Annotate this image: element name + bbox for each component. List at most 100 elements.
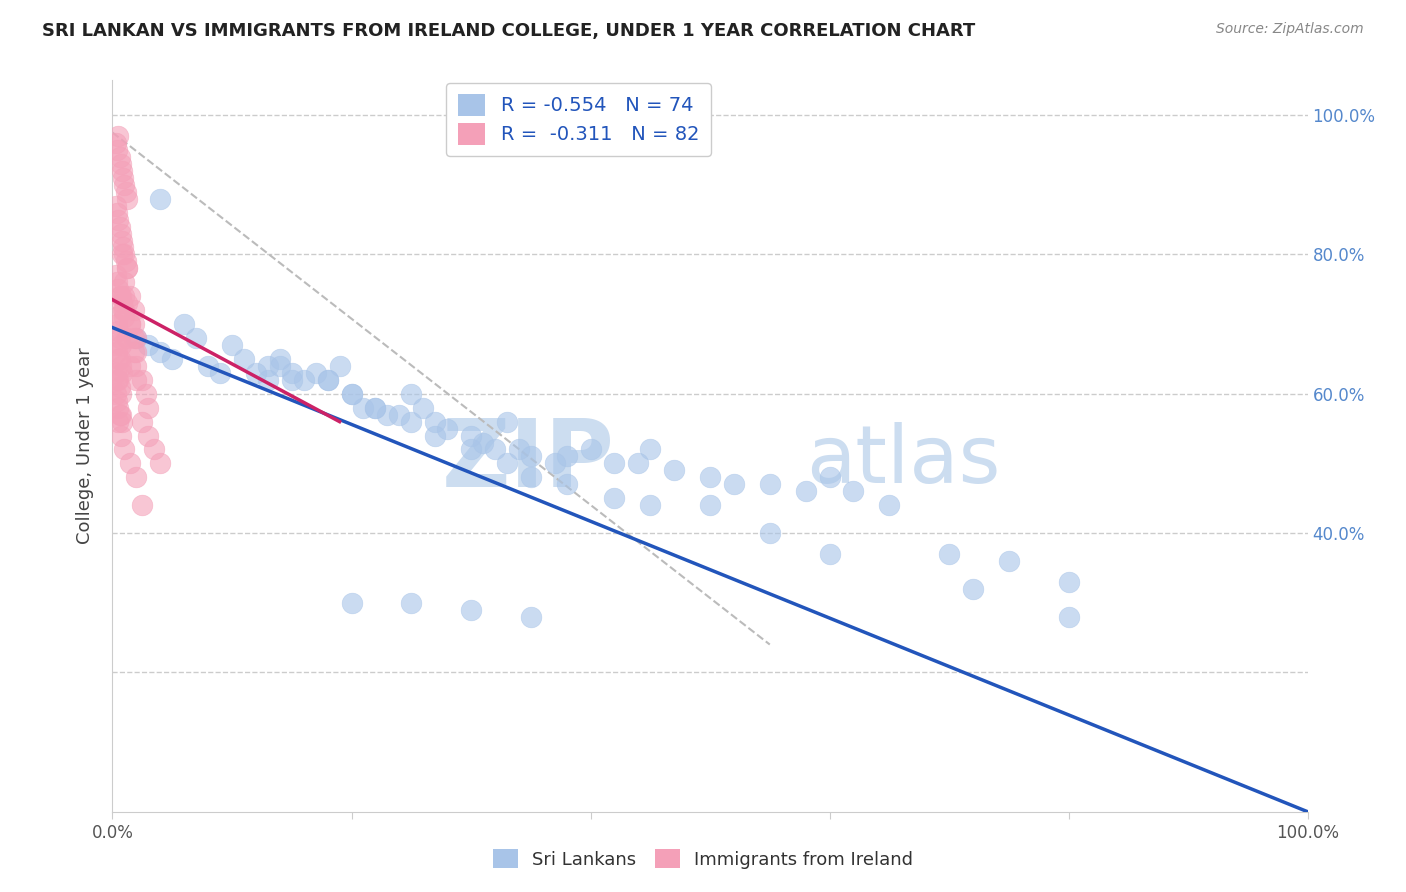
Point xyxy=(460,442,482,457)
Point xyxy=(110,157,132,171)
Point xyxy=(842,484,865,499)
Point xyxy=(149,345,172,359)
Point xyxy=(125,345,148,359)
Point xyxy=(135,386,157,401)
Point xyxy=(125,373,148,387)
Point xyxy=(221,338,243,352)
Point xyxy=(115,261,138,276)
Point xyxy=(114,289,135,303)
Point xyxy=(699,498,721,512)
Point xyxy=(114,247,135,261)
Point xyxy=(105,338,128,352)
Point xyxy=(111,296,134,310)
Point xyxy=(110,359,132,373)
Point xyxy=(281,366,304,380)
Point xyxy=(143,442,166,457)
Point xyxy=(120,289,142,303)
Point xyxy=(114,303,135,318)
Point xyxy=(269,351,291,366)
Point xyxy=(938,547,960,561)
Point xyxy=(107,373,129,387)
Point xyxy=(759,477,782,491)
Point xyxy=(114,310,135,325)
Point xyxy=(110,227,132,241)
Point xyxy=(664,463,686,477)
Point xyxy=(105,275,128,289)
Point xyxy=(105,373,128,387)
Point xyxy=(110,338,132,352)
Point xyxy=(105,317,128,331)
Point xyxy=(105,310,128,325)
Point xyxy=(112,170,135,185)
Point xyxy=(112,303,135,318)
Point xyxy=(149,457,172,471)
Point xyxy=(149,192,172,206)
Point xyxy=(496,415,519,429)
Point xyxy=(412,401,434,415)
Text: ZIP: ZIP xyxy=(441,415,614,507)
Point xyxy=(269,359,291,373)
Point xyxy=(107,415,129,429)
Point xyxy=(484,442,506,457)
Point xyxy=(105,205,128,219)
Point xyxy=(105,386,128,401)
Point xyxy=(401,386,423,401)
Point xyxy=(131,373,153,387)
Point xyxy=(108,219,131,234)
Point xyxy=(281,373,304,387)
Point xyxy=(115,261,138,276)
Point xyxy=(110,386,132,401)
Point xyxy=(122,345,145,359)
Point xyxy=(105,366,128,380)
Point xyxy=(352,401,374,415)
Point xyxy=(107,282,129,296)
Point xyxy=(603,457,626,471)
Point xyxy=(759,526,782,541)
Point xyxy=(520,609,543,624)
Point xyxy=(115,331,138,345)
Point xyxy=(699,470,721,484)
Point xyxy=(555,450,578,464)
Point xyxy=(105,345,128,359)
Point xyxy=(305,366,328,380)
Point xyxy=(120,457,142,471)
Point xyxy=(125,470,148,484)
Point xyxy=(107,128,129,143)
Point xyxy=(460,603,482,617)
Text: atlas: atlas xyxy=(806,422,1000,500)
Point xyxy=(111,366,134,380)
Point xyxy=(794,484,817,499)
Point xyxy=(377,408,399,422)
Point xyxy=(138,428,160,442)
Point xyxy=(818,547,841,561)
Point xyxy=(520,450,543,464)
Point xyxy=(108,150,131,164)
Point xyxy=(115,192,138,206)
Point xyxy=(340,386,363,401)
Point xyxy=(105,199,128,213)
Point xyxy=(640,442,662,457)
Point xyxy=(388,408,411,422)
Point xyxy=(1057,609,1080,624)
Point xyxy=(111,247,134,261)
Point xyxy=(962,582,984,596)
Point xyxy=(186,331,208,345)
Point xyxy=(114,442,135,457)
Point xyxy=(496,457,519,471)
Point xyxy=(107,351,129,366)
Point xyxy=(125,331,148,345)
Point xyxy=(122,331,145,345)
Point xyxy=(340,596,363,610)
Point xyxy=(401,596,423,610)
Point xyxy=(340,386,363,401)
Point xyxy=(1057,574,1080,589)
Legend: R = -0.554   N = 74, R =  -0.311   N = 82: R = -0.554 N = 74, R = -0.311 N = 82 xyxy=(446,83,711,156)
Point xyxy=(257,373,280,387)
Point xyxy=(401,415,423,429)
Point xyxy=(108,408,131,422)
Point xyxy=(131,498,153,512)
Point xyxy=(108,380,131,394)
Point xyxy=(105,136,128,150)
Point xyxy=(107,401,129,415)
Point xyxy=(107,212,129,227)
